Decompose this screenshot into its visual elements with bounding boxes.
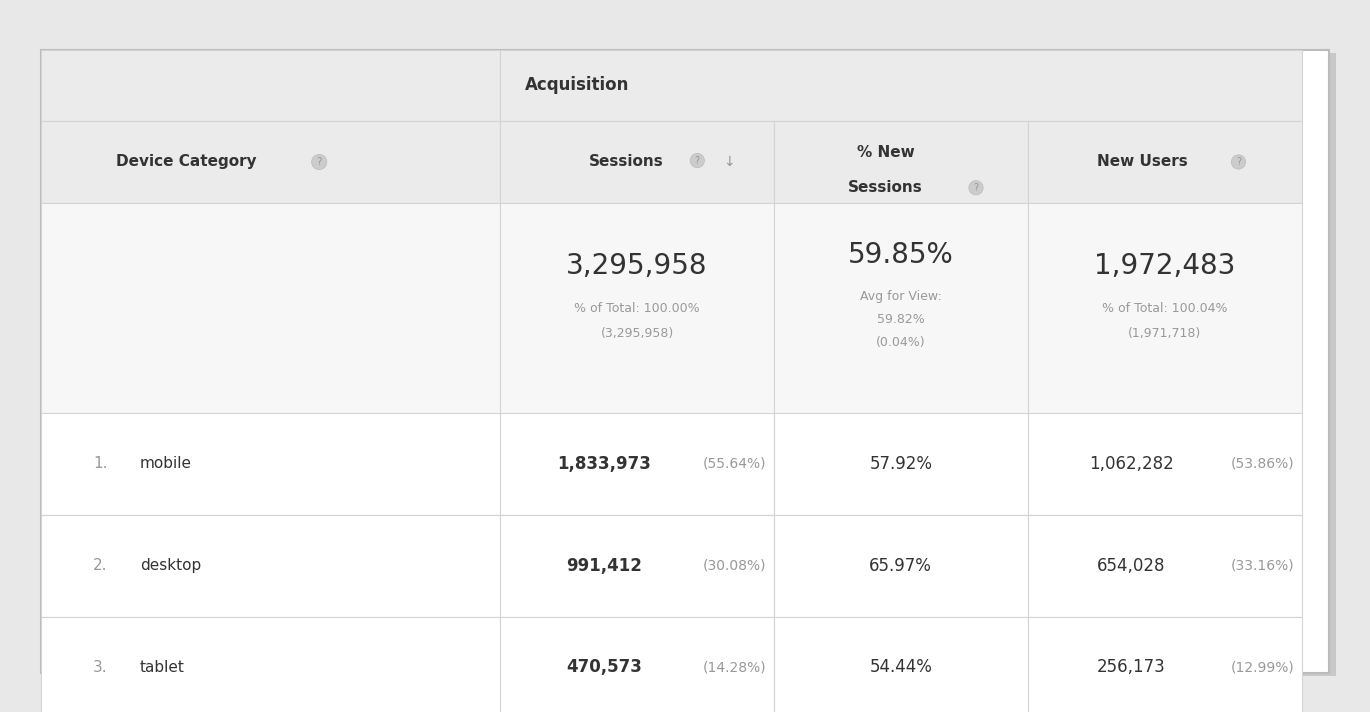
Text: 59.85%: 59.85% bbox=[848, 241, 954, 269]
Text: 54.44%: 54.44% bbox=[870, 659, 932, 676]
Text: (0.04%): (0.04%) bbox=[875, 336, 926, 349]
Bar bbox=[500, 50, 1302, 121]
Text: ↓: ↓ bbox=[723, 155, 734, 169]
Text: % of Total: 100.04%: % of Total: 100.04% bbox=[1101, 302, 1228, 315]
Text: 1.: 1. bbox=[93, 456, 108, 471]
Text: ?: ? bbox=[1236, 157, 1241, 167]
Text: mobile: mobile bbox=[140, 456, 192, 471]
Text: 59.82%: 59.82% bbox=[877, 313, 925, 326]
Bar bbox=[41, 203, 500, 413]
Text: (30.08%): (30.08%) bbox=[703, 559, 766, 572]
Text: 256,173: 256,173 bbox=[1097, 659, 1166, 676]
Bar bbox=[1028, 203, 1302, 413]
Bar bbox=[1028, 515, 1302, 617]
Text: Sessions: Sessions bbox=[848, 180, 923, 195]
Text: (14.28%): (14.28%) bbox=[703, 661, 766, 674]
Bar bbox=[41, 50, 500, 121]
Bar bbox=[500, 121, 774, 203]
Bar bbox=[48, 53, 1336, 676]
Text: (1,971,718): (1,971,718) bbox=[1128, 327, 1201, 340]
Text: 991,412: 991,412 bbox=[566, 557, 643, 575]
Bar bbox=[41, 515, 500, 617]
Text: % New: % New bbox=[856, 145, 914, 159]
Text: Sessions: Sessions bbox=[589, 155, 663, 169]
Text: (3,295,958): (3,295,958) bbox=[600, 327, 674, 340]
Bar bbox=[774, 515, 1028, 617]
Bar bbox=[1028, 617, 1302, 712]
Text: Acquisition: Acquisition bbox=[525, 76, 629, 95]
Text: ?: ? bbox=[695, 155, 700, 166]
Bar bbox=[774, 617, 1028, 712]
Bar bbox=[500, 413, 774, 515]
Text: 3,295,958: 3,295,958 bbox=[566, 252, 708, 280]
Text: (55.64%): (55.64%) bbox=[703, 457, 766, 471]
Bar bbox=[500, 617, 774, 712]
Text: (53.86%): (53.86%) bbox=[1230, 457, 1293, 471]
Bar bbox=[41, 50, 1329, 673]
Text: (33.16%): (33.16%) bbox=[1230, 559, 1293, 572]
Text: 2.: 2. bbox=[93, 558, 108, 573]
Bar bbox=[774, 203, 1028, 413]
Text: % of Total: 100.00%: % of Total: 100.00% bbox=[574, 302, 700, 315]
Bar bbox=[500, 203, 774, 413]
Text: 57.92%: 57.92% bbox=[870, 455, 932, 473]
Text: 1,062,282: 1,062,282 bbox=[1089, 455, 1174, 473]
Text: Avg for View:: Avg for View: bbox=[860, 290, 941, 303]
Text: 65.97%: 65.97% bbox=[870, 557, 932, 575]
Text: 1,972,483: 1,972,483 bbox=[1093, 252, 1236, 280]
Text: (12.99%): (12.99%) bbox=[1230, 661, 1295, 674]
Text: desktop: desktop bbox=[140, 558, 201, 573]
Bar bbox=[774, 121, 1028, 203]
Text: 654,028: 654,028 bbox=[1097, 557, 1166, 575]
Bar bbox=[41, 617, 500, 712]
Bar bbox=[41, 121, 500, 203]
Bar bbox=[774, 413, 1028, 515]
Bar bbox=[41, 413, 500, 515]
Text: ?: ? bbox=[974, 183, 978, 193]
Text: 3.: 3. bbox=[93, 660, 108, 675]
Text: tablet: tablet bbox=[140, 660, 185, 675]
Bar bbox=[1028, 413, 1302, 515]
Text: ?: ? bbox=[316, 157, 322, 167]
Bar bbox=[1028, 121, 1302, 203]
Text: 1,833,973: 1,833,973 bbox=[558, 455, 651, 473]
Bar bbox=[500, 515, 774, 617]
Text: Device Category: Device Category bbox=[116, 155, 258, 169]
Text: 470,573: 470,573 bbox=[566, 659, 643, 676]
Text: New Users: New Users bbox=[1097, 155, 1188, 169]
